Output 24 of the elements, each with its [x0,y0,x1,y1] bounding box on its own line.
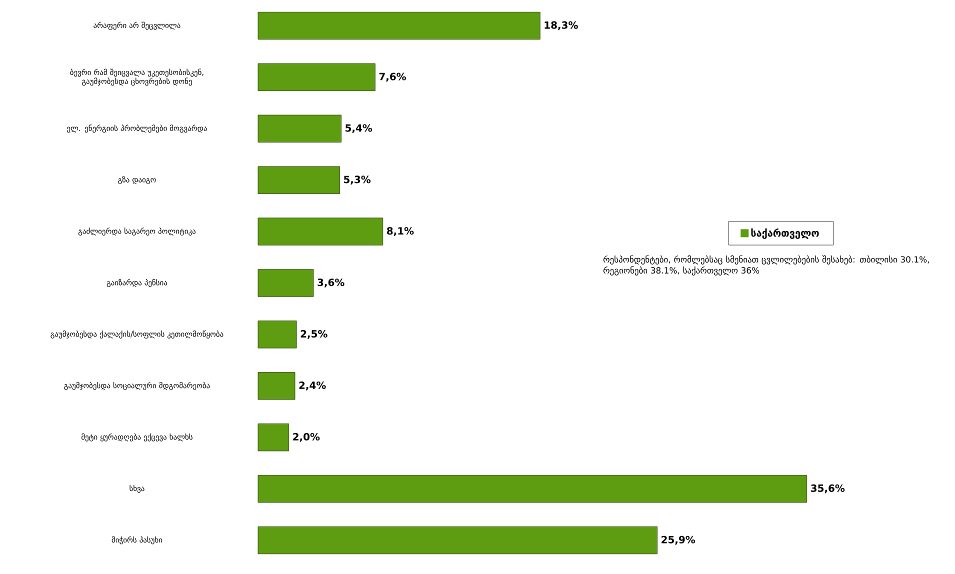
bar [258,218,384,246]
data-label: 18,3% [544,21,578,30]
data-label: 3,6% [318,278,344,288]
bar [258,63,376,92]
data-label: 2,0% [293,432,320,442]
data-label: 5,4% [346,124,372,134]
bar [258,114,342,142]
data-label: 7,6% [379,72,406,82]
data-label: 5,3% [344,176,371,185]
data-label: 8,1% [387,227,414,236]
bar [258,526,658,554]
bar [258,12,540,40]
data-label: 25,9% [662,536,696,545]
annotation: რესპონდენტები, რომლებსაც სმენიათ ცვლილებების შესახებ: თბილისი 30.1%, რეგიონები 38.1%, საქართველო 36% [603,255,929,276]
bar [258,166,340,194]
data-label: 35,6% [811,484,845,494]
bar [258,474,808,503]
bar [258,269,314,297]
data-label: 2,5% [300,330,328,339]
bar [258,372,296,400]
data-label: 2,4% [299,381,326,390]
bar [258,424,290,452]
legend-label: საქართველო [751,228,819,239]
bar [258,320,297,348]
